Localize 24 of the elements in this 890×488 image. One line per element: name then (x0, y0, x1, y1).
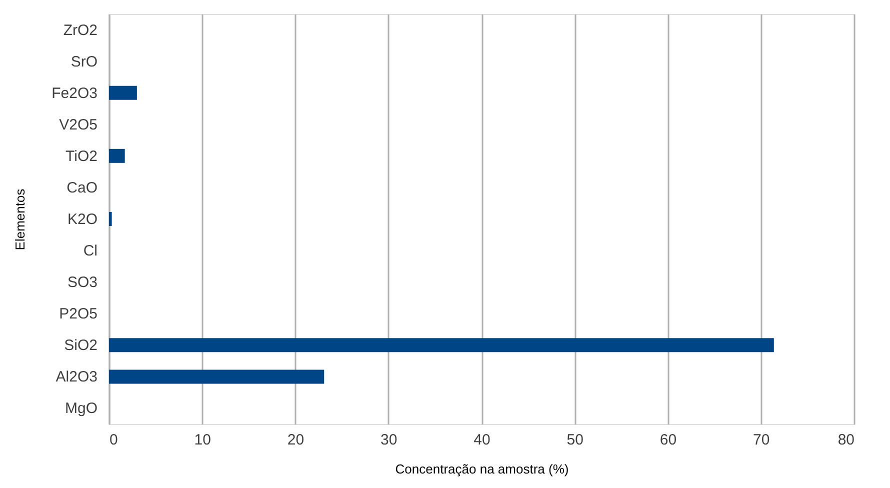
x-tick-label: 0 (110, 432, 118, 448)
x-tick-label: 70 (753, 432, 770, 448)
x-tick-label: 30 (380, 432, 398, 448)
x-tick-label: 20 (287, 432, 304, 448)
x-tick-label: 80 (838, 432, 854, 448)
y-tick-label: CaO (66, 179, 98, 196)
y-tick-label: MgO (64, 400, 98, 418)
y-tick-label: V2O5 (59, 116, 98, 134)
y-tick-label: Cl (83, 242, 98, 260)
y-tick-label: P2O5 (59, 306, 98, 323)
y-tick-label: TiO2 (66, 148, 98, 165)
y-tick-label: SiO2 (64, 337, 98, 354)
y-tick-label: SO3 (67, 274, 98, 292)
y-tick-label: ZrO2 (63, 22, 98, 39)
x-tick-label: 60 (660, 432, 677, 448)
x-tick-label: 10 (194, 432, 211, 448)
x-tick-label: 40 (474, 432, 490, 448)
y-tick-label: SrO (70, 53, 98, 70)
y-axis-title: Elementos (12, 188, 28, 250)
y-tick-label: Fe2O3 (52, 84, 98, 102)
x-axis-title: Concentração na amostra (%) (395, 462, 569, 476)
y-tick-label: K2O (67, 211, 98, 228)
y-tick-label: Al2O3 (56, 368, 98, 386)
x-tick-label: 50 (566, 432, 584, 448)
